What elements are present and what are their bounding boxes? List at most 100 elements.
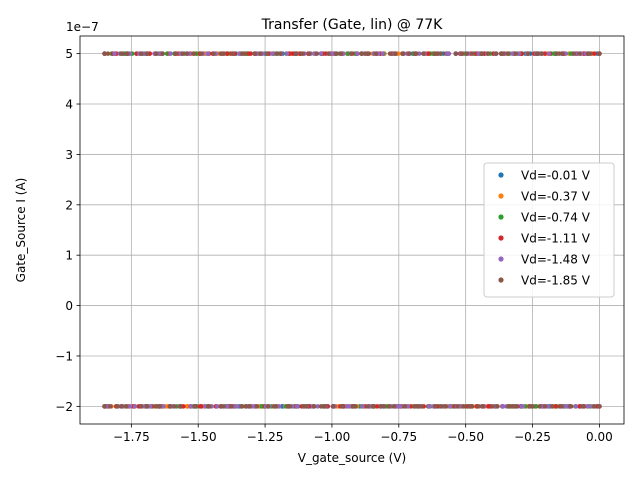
data-point — [525, 51, 531, 56]
data-point — [144, 404, 150, 409]
data-point — [318, 51, 324, 56]
data-point — [588, 51, 593, 56]
data-point — [563, 51, 569, 56]
data-point — [535, 51, 541, 56]
data-point — [322, 404, 328, 409]
data-point — [520, 404, 526, 409]
data-point — [438, 51, 443, 56]
data-point — [559, 404, 564, 409]
data-point — [221, 51, 227, 56]
data-point — [435, 51, 440, 56]
data-point — [132, 404, 138, 409]
data-point — [184, 404, 190, 409]
data-point — [500, 404, 505, 409]
data-point — [419, 404, 424, 409]
legend-frame — [483, 162, 615, 298]
data-point — [154, 51, 159, 56]
data-point — [513, 404, 519, 409]
data-point — [391, 404, 397, 409]
data-point — [516, 51, 522, 56]
data-point — [248, 51, 253, 56]
x-tick-label: −1.50 — [180, 430, 217, 444]
legend-marker — [498, 256, 504, 262]
data-point — [102, 404, 107, 409]
data-point — [221, 404, 226, 409]
data-point — [252, 51, 257, 56]
data-point — [493, 51, 499, 56]
data-point — [537, 404, 542, 409]
data-point — [542, 404, 548, 409]
data-point — [161, 404, 166, 409]
data-point — [480, 404, 486, 409]
data-point — [247, 404, 252, 409]
data-point — [191, 51, 197, 56]
data-point — [397, 404, 403, 409]
data-point — [184, 51, 190, 56]
data-point — [339, 404, 345, 409]
y-tick-label: −1 — [55, 349, 73, 363]
data-point — [344, 404, 350, 409]
y-axis-label: Gate_Source I (A) — [14, 178, 28, 283]
data-point — [205, 51, 211, 56]
data-point — [378, 404, 384, 409]
data-point — [476, 404, 481, 409]
data-point — [214, 404, 220, 409]
data-point — [102, 51, 107, 56]
y-tick-label: 2 — [65, 198, 73, 212]
data-point — [530, 404, 536, 409]
data-point — [338, 51, 344, 56]
y-tick-label: 4 — [65, 98, 73, 112]
data-point — [105, 51, 111, 56]
data-point — [412, 51, 418, 56]
data-point — [447, 404, 453, 409]
data-point — [591, 404, 597, 409]
data-point — [315, 404, 320, 409]
legend-marker — [498, 235, 504, 241]
data-point — [299, 51, 305, 56]
data-point — [172, 404, 177, 409]
data-point — [230, 51, 236, 56]
data-point — [264, 51, 270, 56]
data-point — [373, 51, 379, 56]
data-point — [258, 51, 263, 56]
legend-entry-label: Vd=-1.85 V — [521, 274, 591, 288]
data-point — [229, 404, 234, 409]
data-point — [147, 404, 153, 409]
data-point — [577, 51, 582, 56]
data-point — [311, 404, 317, 409]
data-point — [119, 404, 124, 409]
data-point — [408, 404, 414, 409]
data-point — [205, 404, 211, 409]
data-point — [432, 404, 438, 409]
data-point — [486, 404, 491, 409]
y-tick-label: 1 — [65, 249, 73, 263]
legend-entry-label: Vd=-1.48 V — [521, 253, 591, 267]
data-point — [254, 404, 260, 409]
data-point — [306, 51, 312, 56]
data-point — [439, 404, 444, 409]
data-point — [138, 404, 144, 409]
data-point — [359, 51, 364, 56]
data-point — [138, 51, 144, 56]
data-point — [274, 51, 279, 56]
x-tick-label: −1.25 — [247, 430, 284, 444]
data-point — [314, 51, 320, 56]
y-axis-ticks: −2 −1 0 1 2 3 4 5 — [55, 47, 80, 414]
data-point — [192, 404, 198, 409]
y-axis-offset-text: 1e−7 — [66, 20, 99, 34]
data-points — [102, 51, 602, 409]
data-point — [242, 51, 248, 56]
data-point — [108, 404, 113, 409]
legend-marker — [498, 193, 504, 199]
y-tick-label: −2 — [55, 400, 73, 414]
data-point — [294, 51, 299, 56]
data-point — [592, 51, 597, 56]
data-point — [318, 404, 324, 409]
y-tick-label: 5 — [65, 47, 73, 61]
data-point — [495, 404, 500, 409]
data-point — [160, 51, 166, 56]
data-point — [285, 404, 291, 409]
data-point — [153, 404, 159, 409]
data-point — [355, 51, 360, 56]
data-point — [539, 51, 545, 56]
